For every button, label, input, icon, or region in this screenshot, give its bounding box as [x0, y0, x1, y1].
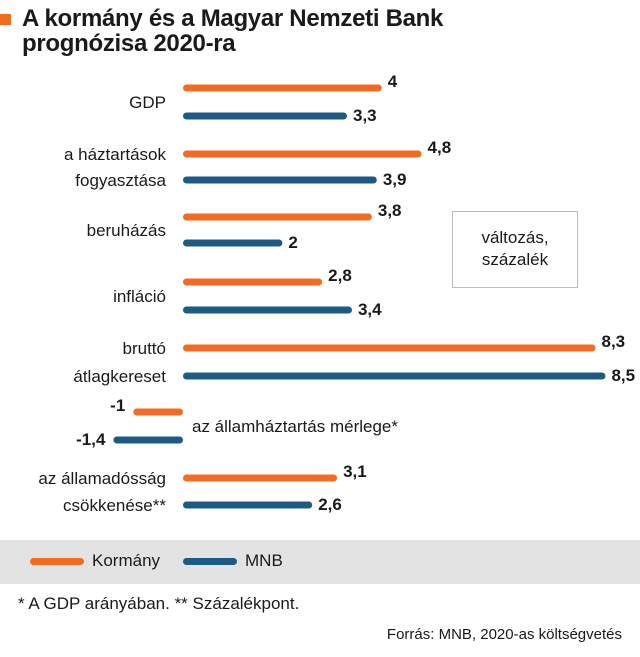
bar [183, 239, 283, 247]
source-note: Forrás: MNB, 2020-as költségvetés [386, 626, 622, 643]
legend-swatch-kormany [30, 558, 84, 565]
bar [183, 344, 596, 352]
data-label: 4 [388, 72, 398, 91]
data-label: 3,1 [343, 462, 367, 481]
data-label: 4,8 [428, 138, 452, 157]
data-label: 2,8 [328, 266, 352, 285]
legend-label-mnb: MNB [245, 551, 283, 570]
data-label: -1,4 [76, 430, 106, 449]
legend: Kormány MNB [0, 540, 640, 584]
legend-swatch-mnb [183, 558, 237, 565]
bar [183, 278, 323, 286]
data-label: 3,3 [353, 106, 377, 125]
bar [183, 150, 422, 158]
category-label: az államadósság [38, 469, 166, 488]
data-label: 2,6 [318, 495, 342, 514]
unit-note-box: változás, százalék [452, 211, 578, 288]
category-label: infláció [113, 287, 166, 306]
category-label: a háztartások [64, 145, 167, 164]
bar [133, 408, 183, 416]
unit-note-line-2: százalék [481, 250, 549, 269]
bar [183, 306, 352, 314]
data-label: 8,5 [611, 366, 635, 385]
data-label: 8,3 [602, 332, 626, 351]
bar [183, 501, 313, 509]
chart-title-line-1: A kormány és a Magyar Nemzeti Bank [22, 5, 444, 32]
category-label: GDP [129, 93, 166, 112]
bar [183, 84, 382, 92]
unit-note-line-1: változás, [481, 228, 549, 247]
bar [183, 213, 372, 221]
data-label: 3,8 [378, 201, 402, 220]
category-label: az államháztartás mérlege* [192, 417, 398, 436]
bar [113, 436, 183, 444]
bar [183, 474, 338, 482]
category-label: csökkenése** [63, 496, 166, 515]
category-label: bruttó [123, 339, 166, 358]
category-label: átlagkereset [73, 367, 166, 386]
category-label: fogyasztása [75, 171, 166, 190]
data-label: 3,9 [383, 170, 407, 189]
data-label: 2 [288, 233, 297, 252]
bar [183, 372, 606, 380]
data-label: 3,4 [358, 300, 382, 319]
bar [183, 176, 377, 184]
footnote: * A GDP arányában. ** Százalékpont. [18, 594, 300, 613]
category-label: beruházás [87, 221, 166, 240]
bar-chart: GDP 4 3,3 a háztartások fogyasztása 4,8 3,9 ber… [38, 72, 635, 515]
title-marker-icon [0, 14, 11, 25]
legend-label-kormany: Kormány [92, 551, 161, 570]
chart-title-line-2: prognózisa 2020-ra [22, 30, 236, 57]
bar [183, 112, 348, 120]
data-label: -1 [110, 396, 125, 415]
